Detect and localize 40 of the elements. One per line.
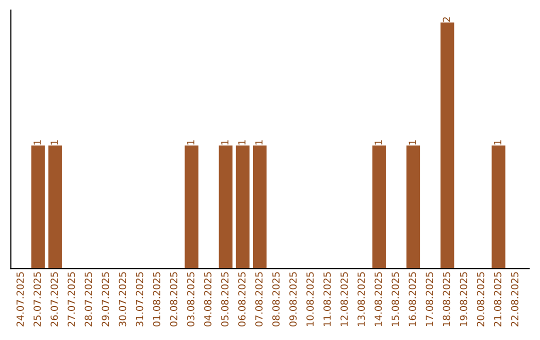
x-tick-label: 20.08.2025 <box>476 272 484 326</box>
data-label: 1 <box>34 140 41 144</box>
x-tick-label: 09.08.2025 <box>289 272 297 326</box>
x-tick-label: 12.08.2025 <box>340 272 348 326</box>
x-tick-label: 28.07.2025 <box>84 272 92 326</box>
x-tick-label: 25.07.2025 <box>34 272 41 326</box>
x-tick-label: 03.08.2025 <box>187 272 194 326</box>
x-tick-label: 21.08.2025 <box>494 272 502 326</box>
data-label: 1 <box>494 140 502 144</box>
x-tick-label: 07.08.2025 <box>255 272 263 326</box>
x-tick-label: 27.07.2025 <box>68 272 76 326</box>
x-tick-label: 16.08.2025 <box>408 272 416 326</box>
data-label: 2 <box>442 17 450 22</box>
x-tick-label: 02.08.2025 <box>170 272 178 326</box>
x-tick-label: 11.08.2025 <box>323 272 331 326</box>
x-tick-label: 15.08.2025 <box>392 272 400 326</box>
data-label: 1 <box>408 140 416 144</box>
data-label: 1 <box>255 140 262 144</box>
x-tick-label: 13.08.2025 <box>358 272 365 326</box>
data-label: 1 <box>187 140 194 144</box>
data-label: 1 <box>374 140 382 144</box>
x-tick-label: 14.08.2025 <box>374 272 382 326</box>
x-tick-label: 31.07.2025 <box>136 272 144 326</box>
x-tick-label: 22.08.2025 <box>511 272 518 326</box>
x-tick-label: 10.08.2025 <box>306 272 314 326</box>
x-tick-label: 30.07.2025 <box>118 272 126 326</box>
x-tick-label: 06.08.2025 <box>238 272 246 326</box>
x-tick-label: 17.08.2025 <box>426 272 434 326</box>
x-tick-label: 19.08.2025 <box>460 272 468 326</box>
x-tick-label: 24.07.2025 <box>16 272 24 326</box>
x-tick-label: 18.08.2025 <box>442 272 450 326</box>
x-tick-label: 29.07.2025 <box>102 272 110 326</box>
data-label: 1 <box>50 140 58 144</box>
data-label: 1 <box>238 140 246 144</box>
x-tick-label: 26.07.2025 <box>50 272 58 326</box>
data-label: 1 <box>221 140 228 144</box>
x-tick-label: 05.08.2025 <box>221 272 228 326</box>
x-tick-label: 08.08.2025 <box>272 272 280 326</box>
x-tick-label: 04.08.2025 <box>204 272 212 326</box>
x-tick-label: 01.08.2025 <box>152 272 160 326</box>
